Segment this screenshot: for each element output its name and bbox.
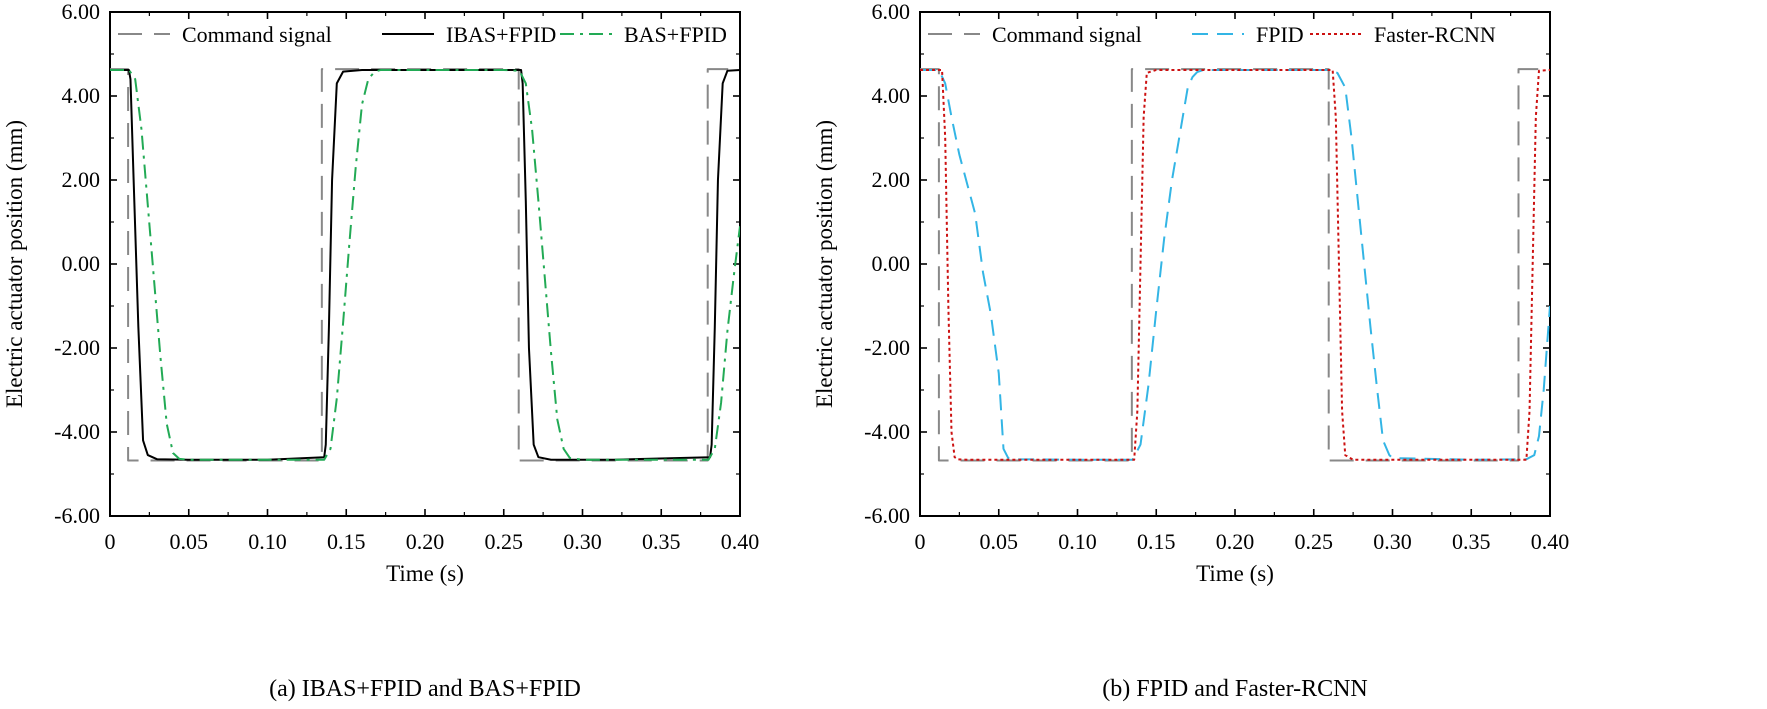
chart-panel-a: 6.00 4.00 2.00 0.00 -2.00 -4.00 -6.000 0.05 0.10… (2, 0, 759, 702)
chart-panel-b: 6.00 4.00 2.00 0.00 -2.00 -4.00 -6.000 0.05 0.10… (812, 0, 1569, 702)
x-tick-label: 0.25 (485, 529, 524, 554)
x-tick-label: 0.10 (1058, 529, 1097, 554)
x-tick-label: 0 (915, 529, 926, 554)
figure-caption: (a) IBAS+FPID and BAS+FPID (269, 676, 581, 702)
legend-label: IBAS+FPID (446, 22, 556, 47)
legend-label: FPID (1256, 22, 1304, 47)
x-tick-label: 0.20 (1216, 529, 1255, 554)
x-tick-label: 0.05 (980, 529, 1019, 554)
y-tick-label: 6.00 (872, 0, 911, 24)
y-tick-label: 4.00 (62, 83, 101, 108)
x-tick-label: 0.20 (406, 529, 445, 554)
series-line-command-signal (110, 68, 740, 462)
figure-caption: (b) FPID and Faster-RCNN (1102, 676, 1368, 702)
plot-frame (109, 11, 741, 517)
x-tick-label: 0.30 (563, 529, 602, 554)
y-tick-label: -6.00 (54, 503, 100, 528)
y-tick-label: 4.00 (872, 83, 911, 108)
x-tick-label: 0.35 (1452, 529, 1491, 554)
y-tick-label: -4.00 (864, 419, 910, 444)
x-tick-label: 0.30 (1373, 529, 1412, 554)
series-line-ibas-fpid (110, 68, 740, 461)
series-line-command-signal (920, 68, 1550, 462)
y-tick-label: 0.00 (62, 251, 101, 276)
series-line-bas-fpid (110, 68, 740, 461)
y-tick-label: 2.00 (62, 167, 101, 192)
x-tick-label: 0.05 (170, 529, 209, 554)
x-tick-label: 0.15 (327, 529, 366, 554)
x-tick-label: 0.10 (248, 529, 287, 554)
series-line-fpid (920, 68, 1550, 461)
legend-label: Command signal (182, 22, 332, 47)
series-line-faster-rcnn (920, 68, 1550, 461)
y-tick-label: 2.00 (872, 167, 911, 192)
plot-frame (919, 11, 1551, 517)
x-tick-label: 0.40 (1531, 529, 1570, 554)
x-tick-label: 0.15 (1137, 529, 1176, 554)
x-tick-label: 0 (105, 529, 116, 554)
y-tick-label: -4.00 (54, 419, 100, 444)
legend-label: Faster-RCNN (1374, 22, 1496, 47)
x-tick-label: 0.25 (1295, 529, 1334, 554)
y-tick-label: -2.00 (54, 335, 100, 360)
legend-label: BAS+FPID (624, 22, 727, 47)
x-tick-label: 0.35 (642, 529, 681, 554)
y-tick-label: 6.00 (62, 0, 101, 24)
y-axis-title: Electric actuator position (mm) (812, 120, 837, 408)
y-tick-label: 0.00 (872, 251, 911, 276)
x-axis-title: Time (s) (386, 561, 464, 586)
y-axis-title: Electric actuator position (mm) (2, 120, 27, 408)
y-tick-label: -2.00 (864, 335, 910, 360)
x-tick-label: 0.40 (721, 529, 760, 554)
legend-label: Command signal (992, 22, 1142, 47)
x-axis-title: Time (s) (1196, 561, 1274, 586)
y-tick-label: -6.00 (864, 503, 910, 528)
